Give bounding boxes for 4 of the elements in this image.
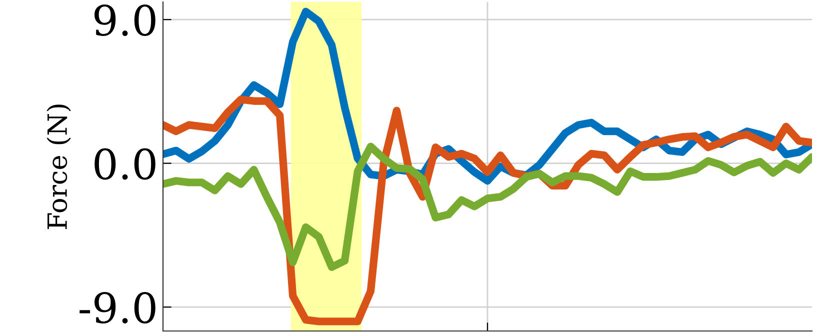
y-axis-title: Force (N) [46,104,71,229]
y-tick-label: -9.0 [80,292,156,324]
y-tick-label: 9.0 [94,4,156,36]
y-tick-label: 0.0 [94,148,156,180]
